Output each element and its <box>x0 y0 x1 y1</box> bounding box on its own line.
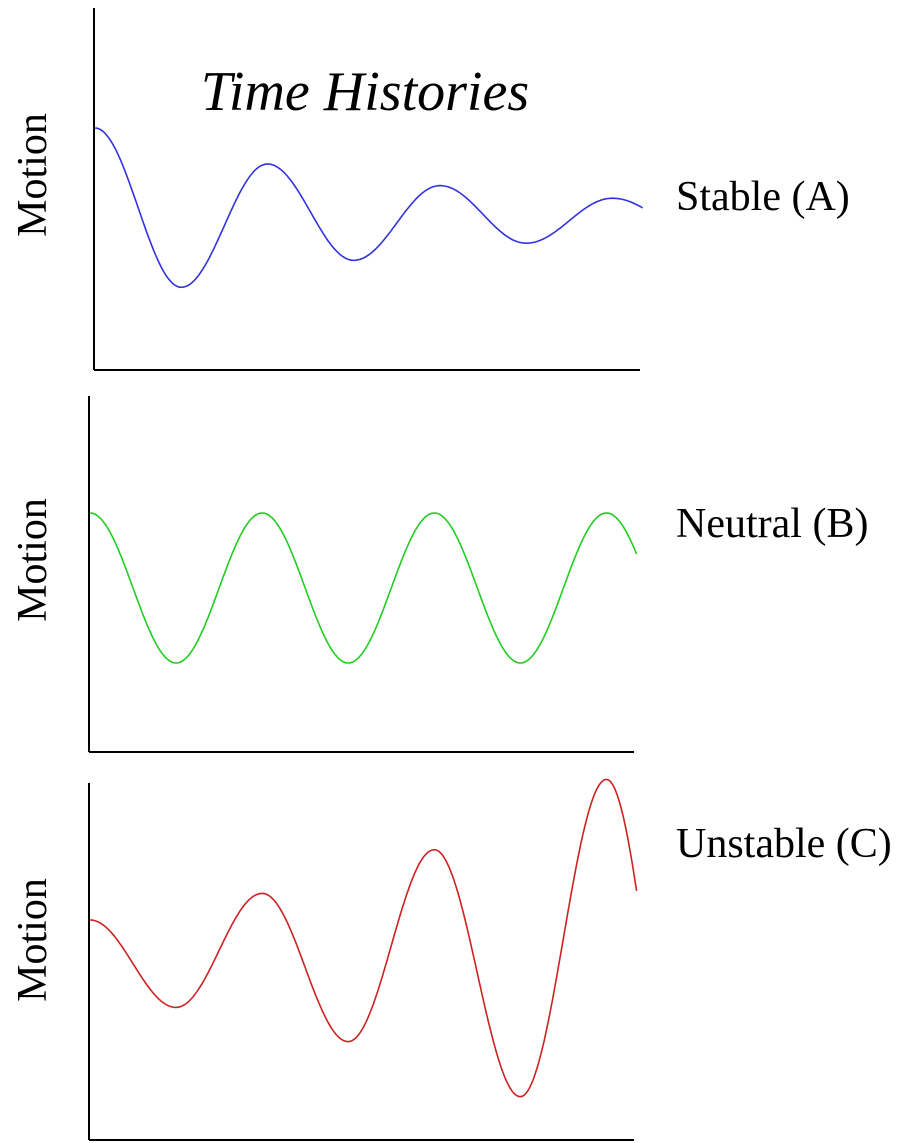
series-label: Neutral (B) <box>676 501 868 547</box>
y-axis-label: Motion <box>10 113 56 237</box>
series-label: Stable (A) <box>676 174 850 220</box>
chart-panel-2: Motion Neutral (B) <box>10 396 868 753</box>
chart-panel-3: Motion Unstable (C) <box>10 778 892 1141</box>
series-label: Unstable (C) <box>676 821 892 867</box>
motion-series-line <box>94 127 644 289</box>
motion-series-line <box>89 512 638 664</box>
figure-title: Time Histories <box>201 61 529 123</box>
y-axis-label: Motion <box>10 498 56 622</box>
y-axis-label: Motion <box>10 878 56 1002</box>
motion-series-line <box>89 778 638 1098</box>
chart-panel-1: Motion Stable (A) <box>10 8 850 371</box>
